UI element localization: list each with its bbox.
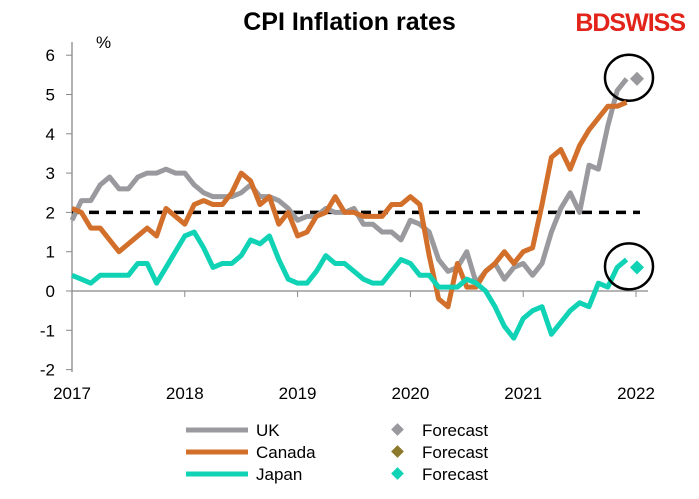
y-tick-label: -2 <box>40 361 55 380</box>
x-tick-label: 2018 <box>166 384 204 403</box>
legend-label: Forecast <box>422 465 488 484</box>
y-tick-label: 3 <box>46 164 55 183</box>
y-tick-label: 0 <box>46 282 55 301</box>
series-line-canada <box>71 100 628 310</box>
legend-forecast-marker <box>391 467 404 480</box>
forecast-marker-japan <box>629 260 645 275</box>
y-tick-label: 4 <box>46 125 55 144</box>
legend-label: Canada <box>256 443 316 462</box>
legend-forecast-marker <box>391 423 404 436</box>
forecast-highlight-circle <box>603 53 655 103</box>
x-tick-label: 2017 <box>53 384 91 403</box>
y-tick-label: 5 <box>46 86 55 105</box>
y-tick-label: -1 <box>40 321 55 340</box>
forecast-marker-uk <box>629 71 645 86</box>
x-tick-label: 2022 <box>617 384 655 403</box>
series-line-uk <box>69 77 629 286</box>
chart-title: CPI Inflation rates <box>243 8 456 36</box>
series-line-japan <box>71 229 629 341</box>
y-axis-label: % <box>96 33 111 52</box>
y-tick-label: 2 <box>46 203 55 222</box>
legend-label: UK <box>256 421 280 440</box>
legend-forecast-marker <box>391 445 404 458</box>
brand-logo: BDSWISS <box>575 9 686 37</box>
y-tick-label: 1 <box>46 243 55 262</box>
legend-label: Forecast <box>422 421 488 440</box>
x-tick-label: 2021 <box>504 384 542 403</box>
x-tick-label: 2019 <box>279 384 317 403</box>
forecast-highlight-circle <box>603 242 655 291</box>
legend-label: Japan <box>256 465 302 484</box>
legend-label: Forecast <box>422 443 488 462</box>
y-tick-label: 6 <box>46 46 55 65</box>
x-tick-label: 2020 <box>391 384 429 403</box>
